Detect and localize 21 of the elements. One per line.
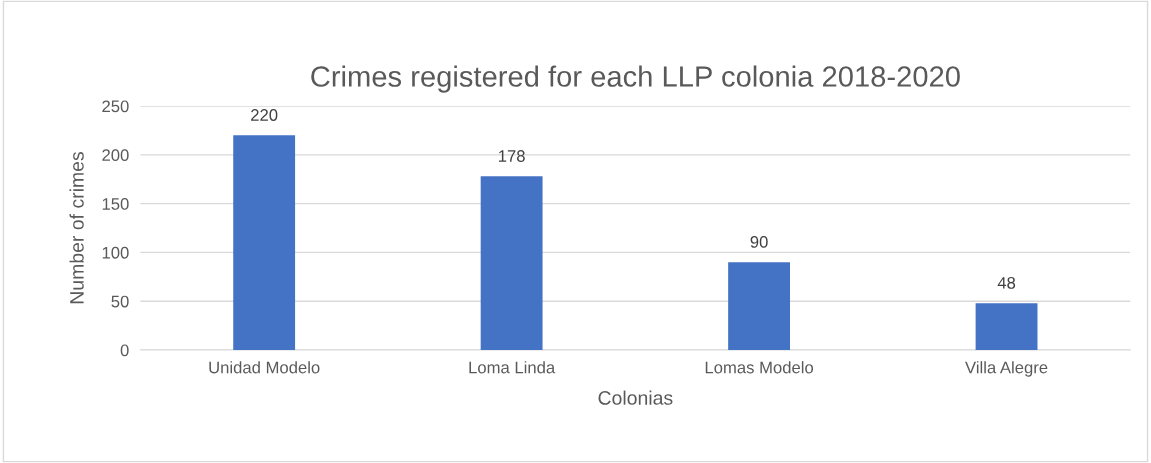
x-tick-label: Loma Linda bbox=[469, 361, 556, 374]
bar bbox=[233, 135, 296, 351]
bar bbox=[480, 176, 543, 351]
bar bbox=[728, 262, 791, 351]
x-tick-label: Lomas Modelo bbox=[705, 361, 814, 374]
data-label: 90 bbox=[750, 235, 768, 248]
bar bbox=[975, 303, 1038, 351]
data-label: 178 bbox=[498, 150, 525, 162]
y-tick-label: 0 bbox=[120, 344, 129, 357]
data-label: 220 bbox=[251, 109, 278, 121]
y-tick-label: 50 bbox=[111, 295, 129, 308]
y-tick-label: 250 bbox=[102, 100, 129, 113]
x-axis-title: Colonias bbox=[598, 390, 673, 405]
y-axis-title: Number of crimes bbox=[69, 152, 84, 304]
y-tick-label: 150 bbox=[102, 198, 129, 210]
chart-title: Crimes registered for each LLP colonia 2018-2020 bbox=[311, 65, 960, 93]
y-tick-label: 200 bbox=[102, 149, 129, 162]
x-tick-label: Unidad Modelo bbox=[209, 361, 320, 374]
x-tick-label: Villa Alegre bbox=[965, 361, 1048, 377]
data-label: 48 bbox=[997, 276, 1016, 289]
y-tick-label: 100 bbox=[102, 246, 129, 259]
